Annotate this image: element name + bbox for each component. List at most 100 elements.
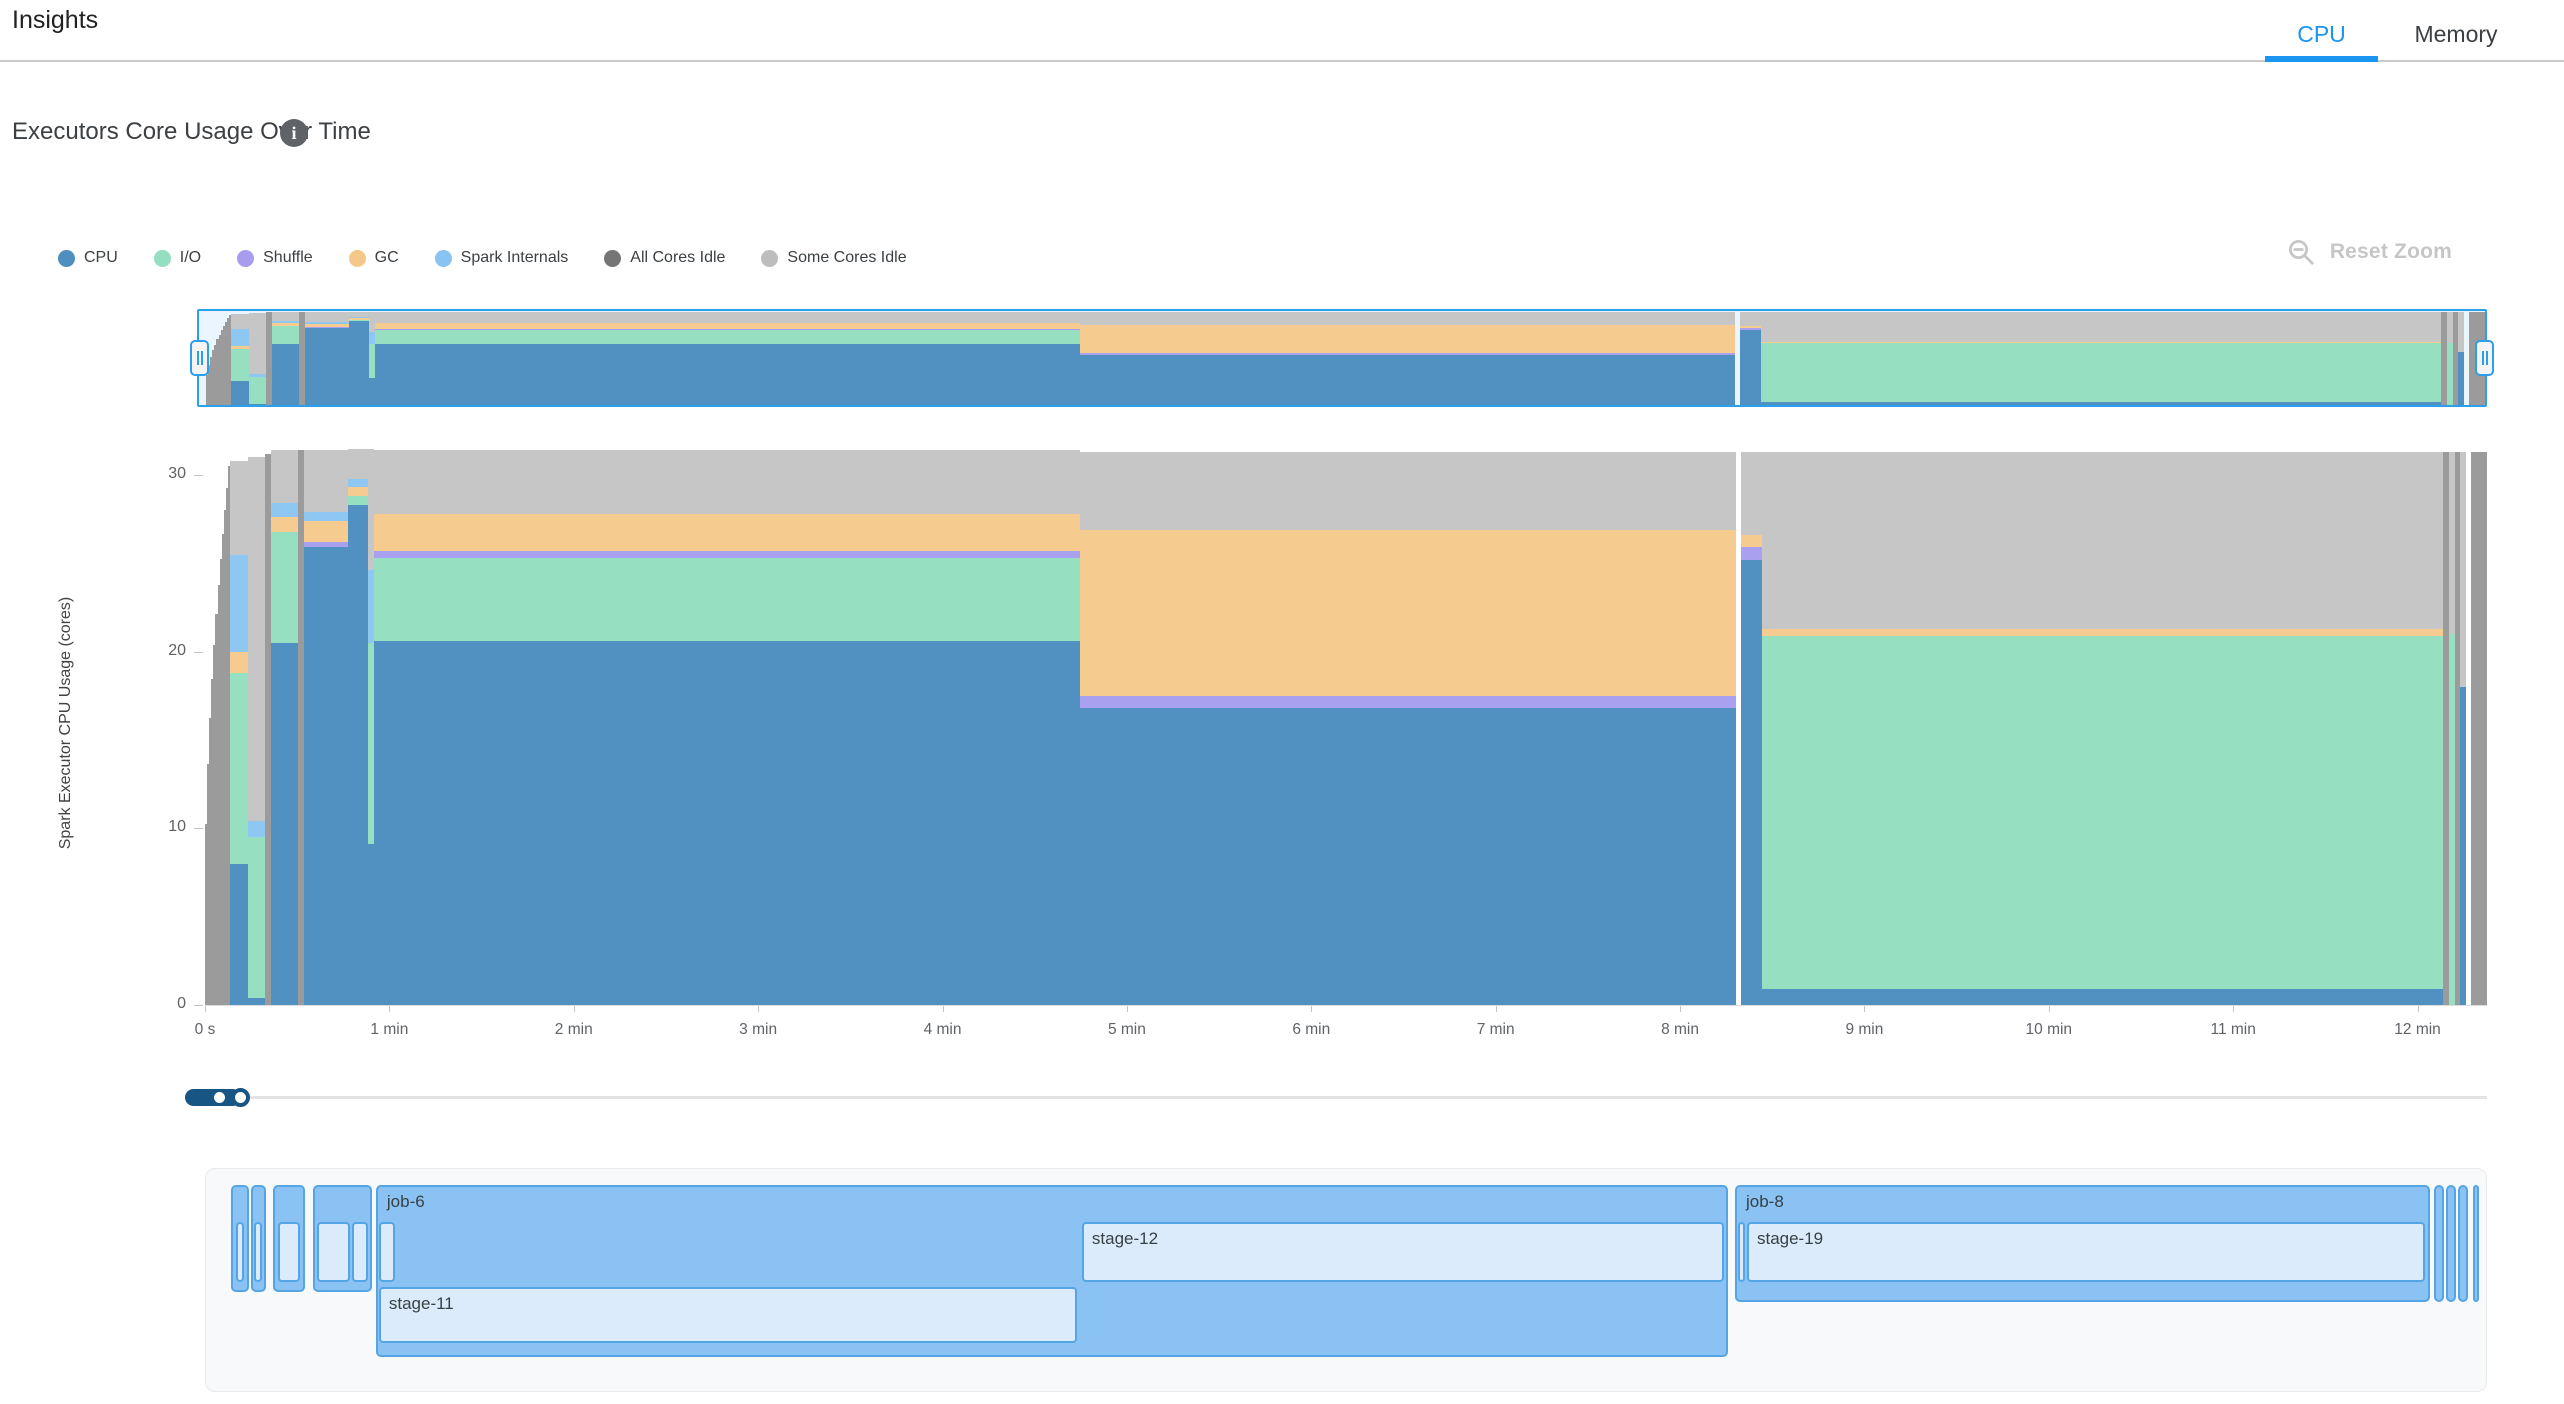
gc-band	[1761, 628, 2444, 636]
x-tick	[942, 1006, 944, 1012]
legend-item-some-cores-idle[interactable]: Some Cores Idle	[761, 249, 907, 267]
x-tick-label: 7 min	[1476, 1021, 1515, 1038]
some_idle-band	[271, 311, 300, 321]
x-tick-label: 6 min	[1292, 1021, 1331, 1038]
legend-item-all-cores-idle[interactable]: All Cores Idle	[604, 249, 725, 267]
all-idle-ramp-step	[206, 374, 209, 405]
x-tick-label: 12 min	[2394, 1021, 2441, 1038]
all-idle-ramp-step	[226, 318, 230, 405]
y-tick	[194, 828, 203, 830]
cpu-band	[348, 321, 370, 405]
legend-swatch-icon	[58, 249, 75, 267]
info-icon[interactable]: i	[280, 119, 308, 147]
time-slider-handle-right[interactable]	[231, 1088, 250, 1107]
x-axis-line	[205, 1005, 2487, 1006]
legend-swatch-icon	[434, 249, 452, 267]
gc-band	[1760, 341, 2442, 344]
tab-memory[interactable]: Memory	[2414, 20, 2498, 47]
stage-box[interactable]	[254, 1222, 263, 1282]
all-idle-ramp-step	[221, 533, 225, 1005]
stage-box[interactable]	[316, 1222, 350, 1282]
some_idle-band	[368, 448, 375, 571]
all-idle-ramp-step	[225, 487, 229, 1005]
gc-band	[1739, 326, 1762, 329]
legend-item-i-o[interactable]: I/O	[153, 249, 202, 267]
io-band	[1761, 635, 2444, 990]
cpu-band	[271, 344, 300, 405]
cpu-band	[1079, 708, 1737, 1005]
y-axis-title: Spark Executor CPU Usage (cores)	[57, 596, 74, 850]
some_idle-band	[1739, 312, 1762, 327]
all-idle-ramp-step	[224, 321, 228, 405]
some_idle-band	[1079, 452, 1737, 530]
overview-brush-chart[interactable]	[190, 309, 2494, 407]
legend-item-shuffle[interactable]: Shuffle	[237, 249, 313, 267]
io-band	[348, 319, 370, 322]
all-idle-ramp-step	[207, 764, 210, 1005]
cpu-band	[304, 328, 350, 405]
x-tick-label: 5 min	[1107, 1021, 1146, 1038]
gc-band	[347, 487, 369, 497]
io-band	[374, 330, 1081, 344]
internals-band	[248, 374, 267, 377]
reset-zoom-button[interactable]: Reset Zoom	[2286, 232, 2452, 272]
x-tick-label: 10 min	[2025, 1021, 2073, 1038]
stage-box[interactable]	[378, 1222, 395, 1282]
job-box[interactable]	[2472, 1185, 2479, 1302]
io-band	[368, 642, 375, 845]
x-tick	[758, 1006, 760, 1012]
all-idle-ramp-step	[211, 679, 214, 1005]
internals-band	[271, 320, 300, 324]
all_idle-band	[2442, 452, 2450, 1005]
some_idle-band	[2458, 312, 2465, 352]
cpu-band	[1760, 402, 2442, 405]
gc-band	[230, 651, 249, 673]
x-tick	[2233, 1006, 2235, 1012]
all_idle-band	[2471, 452, 2488, 1005]
x-tick-label: 1 min	[370, 1021, 409, 1038]
legend-label: I/O	[179, 249, 202, 266]
cpu-band	[1761, 989, 2444, 1005]
some_idle-band	[368, 311, 376, 333]
stage-box-stage-11[interactable]: stage-11	[378, 1287, 1077, 1343]
stage-box[interactable]	[1738, 1222, 1745, 1282]
internals-band	[348, 316, 370, 319]
some_idle-band	[230, 460, 249, 555]
stage-label: stage-12	[1091, 1229, 1159, 1248]
x-tick-label: 4 min	[923, 1021, 962, 1038]
stage-box[interactable]	[278, 1222, 300, 1282]
brush-handle-right[interactable]	[2475, 340, 2494, 376]
time-slider-track[interactable]	[185, 1096, 2487, 1099]
y-tick	[194, 475, 203, 477]
section-title: Executors Core Usage Over Time	[12, 118, 371, 145]
stage-box-stage-19[interactable]: stage-19	[1746, 1222, 2425, 1282]
some_idle-band	[348, 311, 370, 317]
legend-label: GC	[374, 249, 399, 266]
all-idle-ramp-step	[210, 356, 213, 405]
legend-item-spark-internals[interactable]: Spark Internals	[434, 249, 568, 267]
x-tick	[2048, 1006, 2050, 1012]
time-slider-handle-left[interactable]	[211, 1089, 228, 1106]
io-band	[373, 558, 1081, 642]
all-idle-ramp-step	[208, 364, 211, 405]
cpu-usage-area-chart[interactable]	[205, 445, 2488, 1005]
job-box[interactable]	[2458, 1185, 2469, 1302]
gc-band	[373, 513, 1081, 551]
zoom-out-icon	[2288, 240, 2314, 265]
job-box[interactable]	[2434, 1185, 2445, 1302]
tab-cpu[interactable]: CPU	[2265, 12, 2378, 62]
some_idle-band	[347, 448, 369, 479]
io-band	[230, 672, 249, 864]
gc-band	[304, 323, 350, 328]
stage-box[interactable]	[235, 1222, 245, 1282]
legend-item-cpu[interactable]: CPU	[58, 249, 118, 267]
all-idle-ramp-step	[214, 344, 217, 405]
io-band	[271, 325, 300, 345]
stage-box-stage-12[interactable]: stage-12	[1081, 1222, 1724, 1282]
job-box[interactable]	[2446, 1185, 2457, 1302]
legend-item-gc[interactable]: GC	[348, 249, 399, 267]
brush-handle-left[interactable]	[190, 340, 209, 376]
io-band	[347, 496, 369, 506]
x-tick	[2417, 1006, 2419, 1012]
stage-box[interactable]	[351, 1222, 368, 1282]
